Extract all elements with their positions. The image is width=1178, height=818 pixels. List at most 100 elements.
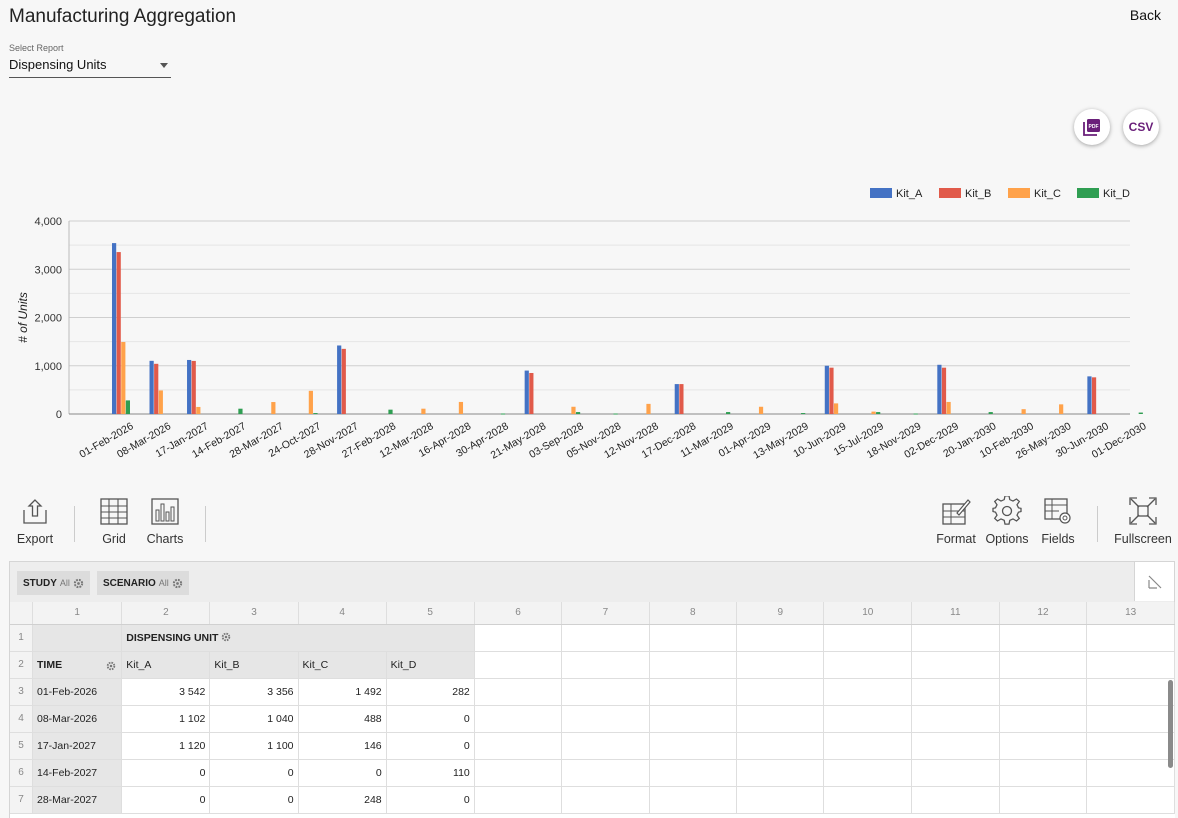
empty-cell[interactable] — [561, 759, 650, 787]
empty-cell[interactable] — [649, 786, 738, 814]
value-cell[interactable]: 0 — [298, 759, 387, 787]
empty-cell[interactable] — [736, 786, 825, 814]
empty-cell[interactable] — [999, 705, 1088, 733]
empty-cell[interactable] — [736, 705, 825, 733]
empty-cell[interactable] — [561, 786, 650, 814]
fullscreen-tool[interactable]: Fullscreen — [1112, 496, 1174, 546]
empty-cell[interactable] — [911, 651, 1000, 679]
empty-cell[interactable] — [474, 678, 563, 706]
fields-tool[interactable]: Fields — [1038, 496, 1078, 546]
empty-cell[interactable] — [823, 651, 913, 679]
empty-cell[interactable] — [999, 732, 1088, 760]
value-cell[interactable]: 3 542 — [121, 678, 211, 706]
empty-cell[interactable] — [911, 624, 1000, 652]
empty-cell[interactable] — [823, 624, 913, 652]
time-cell[interactable]: 14-Feb-2027 — [32, 759, 123, 787]
empty-cell[interactable] — [911, 786, 1000, 814]
time-cell[interactable]: 28-Mar-2027 — [32, 786, 123, 814]
empty-cell[interactable] — [474, 786, 563, 814]
filter-chip-scenario[interactable]: SCENARIO All — [97, 571, 189, 595]
empty-cell[interactable] — [561, 651, 650, 679]
back-button[interactable]: Back — [1129, 7, 1161, 23]
empty-cell[interactable] — [736, 678, 825, 706]
empty-cell[interactable] — [911, 732, 1000, 760]
empty-cell[interactable] — [736, 651, 825, 679]
value-cell[interactable]: 1 102 — [121, 705, 211, 733]
filter-chip-study[interactable]: STUDY All — [17, 571, 90, 595]
empty-cell[interactable] — [474, 651, 563, 679]
value-cell[interactable]: 0 — [386, 705, 475, 733]
empty-cell[interactable] — [649, 732, 738, 760]
value-cell[interactable]: 1 120 — [121, 732, 211, 760]
charts-tool[interactable]: Charts — [144, 496, 186, 546]
value-cell[interactable]: 488 — [298, 705, 387, 733]
empty-cell[interactable] — [561, 705, 650, 733]
empty-cell[interactable] — [736, 732, 825, 760]
empty-cell[interactable] — [561, 624, 650, 652]
vertical-scrollbar[interactable] — [1168, 680, 1173, 768]
empty-cell[interactable] — [823, 705, 913, 733]
column-header-cell[interactable]: Kit_C — [298, 651, 387, 679]
empty-cell[interactable] — [1086, 732, 1175, 760]
format-tool[interactable]: Format — [934, 496, 978, 546]
options-tool[interactable]: Options — [984, 496, 1030, 546]
value-cell[interactable]: 0 — [121, 786, 211, 814]
time-cell[interactable]: 08-Mar-2026 — [32, 705, 123, 733]
empty-cell[interactable] — [999, 678, 1088, 706]
time-cell[interactable]: 17-Jan-2027 — [32, 732, 123, 760]
empty-cell[interactable] — [1086, 759, 1175, 787]
empty-cell[interactable] — [649, 678, 738, 706]
empty-cell[interactable] — [911, 759, 1000, 787]
value-cell[interactable]: 1 492 — [298, 678, 387, 706]
empty-cell[interactable] — [823, 678, 913, 706]
value-cell[interactable]: 282 — [386, 678, 475, 706]
value-cell[interactable]: 248 — [298, 786, 387, 814]
empty-cell[interactable] — [736, 759, 825, 787]
gear-icon[interactable] — [221, 632, 231, 642]
gear-icon[interactable] — [73, 578, 84, 589]
report-select[interactable]: Select Report Dispensing Units — [9, 43, 171, 78]
empty-cell[interactable] — [823, 759, 913, 787]
empty-cell[interactable] — [911, 678, 1000, 706]
report-select-value[interactable]: Dispensing Units — [9, 57, 171, 78]
empty-cell[interactable] — [823, 732, 913, 760]
time-cell[interactable]: 01-Feb-2026 — [32, 678, 123, 706]
value-cell[interactable]: 0 — [209, 786, 299, 814]
value-cell[interactable]: 3 356 — [209, 678, 299, 706]
empty-cell[interactable] — [474, 732, 563, 760]
column-header-cell[interactable]: Kit_B — [209, 651, 299, 679]
empty-cell[interactable] — [999, 651, 1088, 679]
value-cell[interactable]: 1 100 — [209, 732, 299, 760]
empty-cell[interactable] — [1086, 705, 1175, 733]
value-cell[interactable]: 0 — [209, 759, 299, 787]
measure-header-cell[interactable]: DISPENSING UNIT — [121, 624, 475, 652]
gear-icon[interactable] — [172, 578, 183, 589]
empty-cell[interactable] — [561, 732, 650, 760]
empty-cell[interactable] — [911, 705, 1000, 733]
value-cell[interactable]: 146 — [298, 732, 387, 760]
empty-cell[interactable] — [999, 624, 1088, 652]
empty-cell[interactable] — [474, 624, 563, 652]
column-header-cell[interactable]: Kit_A — [121, 651, 211, 679]
value-cell[interactable]: 0 — [386, 732, 475, 760]
empty-cell[interactable] — [561, 678, 650, 706]
column-header-cell[interactable]: Kit_D — [386, 651, 475, 679]
dropdown-caret-icon[interactable] — [160, 63, 168, 68]
row-header-cell[interactable]: TIME — [32, 651, 123, 679]
empty-cell[interactable] — [649, 651, 738, 679]
export-tool[interactable]: Export — [14, 496, 56, 546]
empty-cell[interactable] — [474, 705, 563, 733]
empty-cell[interactable] — [1086, 624, 1175, 652]
empty-cell[interactable] — [823, 786, 913, 814]
empty-cell[interactable] — [1086, 678, 1175, 706]
gear-icon[interactable] — [106, 661, 116, 671]
empty-cell[interactable] — [474, 759, 563, 787]
empty-cell[interactable] — [736, 624, 825, 652]
empty-cell[interactable] — [649, 705, 738, 733]
empty-cell[interactable] — [999, 759, 1088, 787]
value-cell[interactable]: 0 — [386, 786, 475, 814]
empty-cell[interactable] — [1086, 786, 1175, 814]
empty-cell[interactable] — [649, 624, 738, 652]
value-cell[interactable]: 110 — [386, 759, 475, 787]
empty-cell[interactable] — [1086, 651, 1175, 679]
